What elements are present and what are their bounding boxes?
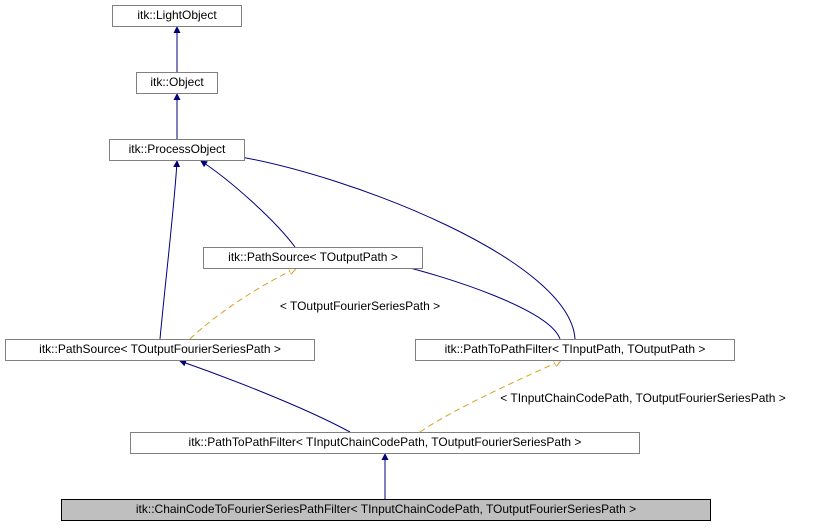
node-label: itk::PathSource< TOutputPath > xyxy=(228,251,398,264)
diagram-node-pathsrcF: itk::PathSource< TOutputFourierSeriesPat… xyxy=(5,339,315,361)
node-label: itk::Object xyxy=(150,76,203,89)
diagram-node-object: itk::Object xyxy=(136,72,218,94)
diagram-node-p2pF: itk::PathToPathFilter< TInputChainCodePa… xyxy=(130,432,640,454)
diagram-node-templ1: < TOutputFourierSeriesPath > xyxy=(260,299,460,315)
node-label: itk::ProcessObject xyxy=(129,143,226,156)
diagram-node-templ2: < TInputChainCodePath, TOutputFourierSer… xyxy=(468,391,816,407)
node-label: itk::LightObject xyxy=(137,9,216,22)
diagram-node-pathsrcT: itk::PathSource< TOutputPath > xyxy=(203,247,423,269)
node-label: itk::ChainCodeToFourierSeriesPathFilter<… xyxy=(136,503,636,516)
node-label: < TOutputFourierSeriesPath > xyxy=(280,300,440,313)
node-label: itk::PathToPathFilter< TInputPath, TOutp… xyxy=(445,343,706,356)
diagram-node-leaf: itk::ChainCodeToFourierSeriesPathFilter<… xyxy=(61,499,711,521)
node-label: itk::PathToPathFilter< TInputChainCodePa… xyxy=(189,436,582,449)
node-label: itk::PathSource< TOutputFourierSeriesPat… xyxy=(39,343,281,356)
node-label: < TInputChainCodePath, TOutputFourierSer… xyxy=(500,392,786,405)
diagram-node-p2pT: itk::PathToPathFilter< TInputPath, TOutp… xyxy=(415,339,735,361)
diagram-node-process: itk::ProcessObject xyxy=(109,139,245,161)
diagram-node-lightobject: itk::LightObject xyxy=(112,5,242,27)
